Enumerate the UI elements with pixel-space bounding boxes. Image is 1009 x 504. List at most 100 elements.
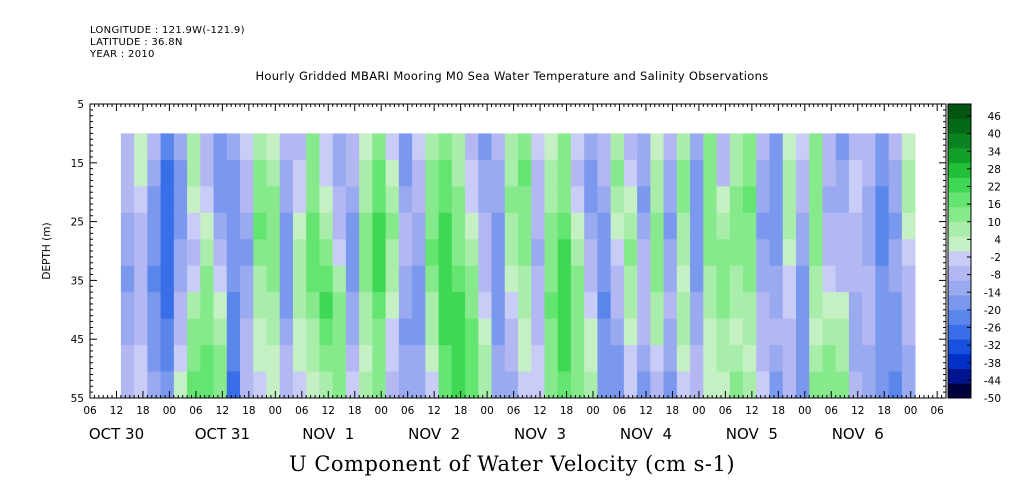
heatmap-cell bbox=[292, 371, 307, 399]
heatmap-cell bbox=[425, 345, 439, 372]
heatmap-cell bbox=[557, 292, 572, 320]
heatmap-cell bbox=[359, 318, 373, 346]
heatmap-cell bbox=[782, 345, 797, 372]
heatmap-cell bbox=[226, 345, 241, 372]
heatmap-cell bbox=[465, 265, 479, 293]
heatmap-cell bbox=[637, 186, 651, 214]
heatmap-cell bbox=[756, 345, 770, 372]
heatmap-cell bbox=[173, 133, 188, 161]
heatmap-cell bbox=[544, 345, 559, 372]
heatmap-cell bbox=[716, 292, 731, 320]
heatmap-cell bbox=[266, 239, 281, 267]
heatmap-cell bbox=[385, 212, 400, 240]
heatmap-cell bbox=[690, 186, 704, 214]
heatmap-cell bbox=[253, 292, 267, 320]
heatmap-cell bbox=[597, 133, 612, 161]
heatmap-cell bbox=[782, 186, 797, 214]
heatmap-cell bbox=[187, 239, 201, 267]
heatmap-cell bbox=[570, 239, 585, 267]
heatmap-cell bbox=[676, 345, 691, 372]
x-hour-label: 12 bbox=[322, 405, 335, 417]
heatmap-cell bbox=[226, 159, 241, 187]
heatmap-cell bbox=[504, 186, 519, 214]
heatmap-cell bbox=[478, 186, 492, 214]
x-hour-label: 12 bbox=[533, 405, 546, 417]
heatmap-cell bbox=[226, 186, 241, 214]
heatmap-cell bbox=[769, 133, 784, 161]
heatmap-cell bbox=[226, 318, 241, 346]
heatmap-cell bbox=[756, 159, 770, 187]
heatmap-cell bbox=[345, 239, 360, 267]
heatmap-cell bbox=[306, 212, 320, 240]
colorbar-swatch bbox=[948, 236, 971, 252]
x-hour-label: 00 bbox=[163, 405, 176, 417]
y-tick-label: 15 bbox=[71, 158, 84, 170]
heatmap-cell bbox=[438, 371, 453, 399]
x-hour-label: 18 bbox=[560, 405, 573, 417]
heatmap-cell bbox=[862, 159, 876, 187]
heatmap-cell bbox=[544, 371, 559, 399]
heatmap-cell bbox=[147, 371, 161, 399]
heatmap-cell bbox=[319, 318, 334, 346]
x-date-label: OCT 31 bbox=[195, 425, 250, 443]
heatmap-cell bbox=[412, 159, 426, 187]
heatmap-cell bbox=[544, 318, 559, 346]
heatmap-cell bbox=[491, 265, 506, 293]
heatmap-cell bbox=[729, 186, 744, 214]
heatmap-cell bbox=[584, 265, 598, 293]
heatmap-cell bbox=[465, 239, 479, 267]
heatmap-cell bbox=[398, 345, 413, 372]
heatmap-cell bbox=[597, 186, 612, 214]
heatmap-cell bbox=[597, 345, 612, 372]
heatmap-cell bbox=[465, 371, 479, 399]
heatmap-cell bbox=[266, 371, 281, 399]
heatmap-cell bbox=[491, 318, 506, 346]
heatmap-cell bbox=[425, 186, 439, 214]
heatmap-cell bbox=[848, 345, 863, 372]
heatmap-cell bbox=[240, 318, 254, 346]
heatmap-cell bbox=[425, 292, 439, 320]
heatmap-cell bbox=[901, 186, 916, 214]
heatmap-cell bbox=[279, 345, 294, 372]
heatmap-cell bbox=[200, 239, 214, 267]
heatmap-cell bbox=[703, 133, 717, 161]
heatmap-cell bbox=[782, 159, 797, 187]
heatmap-cell bbox=[623, 371, 638, 399]
heatmap-cell bbox=[504, 159, 519, 187]
heatmap-cell bbox=[703, 318, 717, 346]
heatmap-cell bbox=[875, 371, 890, 399]
heatmap-cell bbox=[253, 371, 267, 399]
heatmap-cell bbox=[862, 345, 876, 372]
heatmap-cell bbox=[570, 212, 585, 240]
heatmap-cell bbox=[160, 133, 175, 161]
heatmap-cell bbox=[769, 292, 784, 320]
x-hour-label: 06 bbox=[83, 405, 97, 417]
heatmap-cell bbox=[610, 239, 625, 267]
heatmap-cell bbox=[279, 133, 294, 161]
heatmap-cell bbox=[372, 159, 387, 187]
heatmap-cell bbox=[756, 371, 770, 399]
heatmap-cell bbox=[769, 239, 784, 267]
heatmap-cell bbox=[901, 133, 916, 161]
heatmap-cell bbox=[518, 186, 532, 214]
heatmap-cell bbox=[716, 318, 731, 346]
heatmap-cell bbox=[835, 292, 850, 320]
heatmap-cell bbox=[306, 371, 320, 399]
heatmap-cell bbox=[292, 186, 307, 214]
heatmap-cell bbox=[809, 133, 823, 161]
colorbar-frame bbox=[947, 103, 972, 399]
heatmap-cell bbox=[279, 212, 294, 240]
heatmap-cell bbox=[478, 239, 492, 267]
heatmap-cell bbox=[676, 239, 691, 267]
heatmap-cell bbox=[385, 371, 400, 399]
heatmap-cell bbox=[756, 212, 770, 240]
heatmap-cell bbox=[478, 159, 492, 187]
heatmap-cell bbox=[292, 133, 307, 161]
heatmap-cell bbox=[795, 159, 810, 187]
heatmap-cell bbox=[292, 292, 307, 320]
heatmap-cell bbox=[570, 292, 585, 320]
heatmap-cell bbox=[187, 292, 201, 320]
heatmap-cell bbox=[438, 292, 453, 320]
heatmap-cell bbox=[412, 265, 426, 293]
